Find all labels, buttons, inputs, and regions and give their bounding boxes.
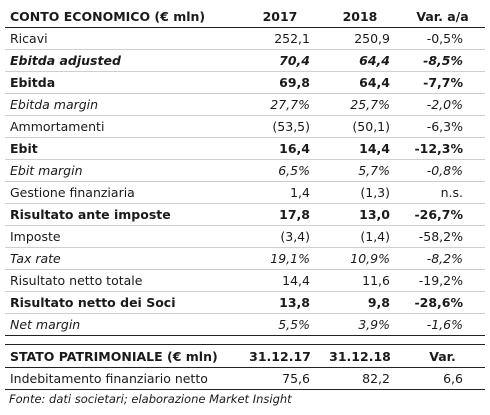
income-header-title: CONTO ECONOMICO (€ mln) — [5, 5, 240, 28]
value-change: -8,5% — [400, 49, 485, 72]
row-label: Indebitamento finanziario netto — [5, 367, 240, 390]
table-row: Risultato ante imposte 17,8 13,0 -26,7% — [5, 203, 485, 226]
row-label: Risultato netto dei Soci — [5, 291, 240, 314]
table-row: Ebitda margin 27,7% 25,7% -2,0% — [5, 93, 485, 116]
table-row: Ebit margin 6,5% 5,7% -0,8% — [5, 159, 485, 182]
balance-header-title: STATO PATRIMONIALE (€ mln) — [5, 344, 240, 368]
value-second: 9,8 — [320, 291, 400, 314]
value-first: 1,4 — [240, 181, 320, 204]
balance-header-row: STATO PATRIMONIALE (€ mln) 31.12.17 31.1… — [5, 344, 485, 368]
income-header-2018: 2018 — [320, 5, 400, 28]
value-first: 19,1% — [240, 247, 320, 270]
value-change: -1,6% — [400, 313, 485, 336]
row-label: Ricavi — [5, 27, 240, 50]
value-second: (50,1) — [320, 115, 400, 138]
balance-header-var: Var. — [400, 344, 485, 368]
table-row: Ebitda 69,8 64,4 -7,7% — [5, 71, 485, 94]
table-row: Net margin 5,5% 3,9% -1,6% — [5, 313, 485, 336]
value-change: n.s. — [400, 181, 485, 204]
value-first: 6,5% — [240, 159, 320, 182]
value-change: -7,7% — [400, 71, 485, 94]
value-change: -58,2% — [400, 225, 485, 248]
value-first: 16,4 — [240, 137, 320, 160]
income-body: Ricavi 252,1 250,9 -0,5% Ebitda adjusted 70,4… — [5, 27, 485, 336]
income-statement-table: CONTO ECONOMICO (€ mln) 2017 2018 Var. a… — [5, 5, 485, 336]
income-header-2017: 2017 — [240, 5, 320, 28]
row-label: Ammortamenti — [5, 115, 240, 138]
row-label: Risultato ante imposte — [5, 203, 240, 226]
table-row: Ebit 16,4 14,4 -12,3% — [5, 137, 485, 160]
table-row: Risultato netto dei Soci 13,8 9,8 -28,6% — [5, 291, 485, 314]
value-change: -0,8% — [400, 159, 485, 182]
row-label: Imposte — [5, 225, 240, 248]
row-label: Ebitda adjusted — [5, 49, 240, 72]
table-row: Gestione finanziaria 1,4 (1,3) n.s. — [5, 181, 485, 204]
balance-header-2018: 31.12.18 — [320, 344, 400, 368]
value-second: 14,4 — [320, 137, 400, 160]
row-label: Ebit — [5, 137, 240, 160]
row-label: Ebit margin — [5, 159, 240, 182]
row-label: Risultato netto totale — [5, 269, 240, 292]
value-change: -12,3% — [400, 137, 485, 160]
value-first: 17,8 — [240, 203, 320, 226]
value-second: (1,3) — [320, 181, 400, 204]
value-change: -19,2% — [400, 269, 485, 292]
value-first: 69,8 — [240, 71, 320, 94]
table-row: Ebitda adjusted 70,4 64,4 -8,5% — [5, 49, 485, 72]
table-row: Risultato netto totale 14,4 11,6 -19,2% — [5, 269, 485, 292]
row-label: Net margin — [5, 313, 240, 336]
value-second: 250,9 — [320, 27, 400, 50]
table-row: Indebitamento finanziario netto 75,6 82,2 6… — [5, 367, 485, 390]
table-row: Imposte (3,4) (1,4) -58,2% — [5, 225, 485, 248]
value-first: 13,8 — [240, 291, 320, 314]
value-change: -8,2% — [400, 247, 485, 270]
table-row: Ricavi 252,1 250,9 -0,5% — [5, 27, 485, 50]
table-row: Tax rate 19,1% 10,9% -8,2% — [5, 247, 485, 270]
row-label: Gestione finanziaria — [5, 181, 240, 204]
value-first: 14,4 — [240, 269, 320, 292]
value-change: -2,0% — [400, 93, 485, 116]
value-second: 10,9% — [320, 247, 400, 270]
value-change: -28,6% — [400, 291, 485, 314]
value-first: 5,5% — [240, 313, 320, 336]
value-second: 82,2 — [320, 367, 400, 390]
table-row: Ammortamenti (53,5) (50,1) -6,3% — [5, 115, 485, 138]
balance-header-2017: 31.12.17 — [240, 344, 320, 368]
row-label: Ebitda margin — [5, 93, 240, 116]
value-second: 11,6 — [320, 269, 400, 292]
value-change: -26,7% — [400, 203, 485, 226]
income-header-row: CONTO ECONOMICO (€ mln) 2017 2018 Var. a… — [5, 5, 485, 28]
income-header-var: Var. a/a — [400, 5, 485, 28]
value-change: -0,5% — [400, 27, 485, 50]
value-first: 70,4 — [240, 49, 320, 72]
value-first: 75,6 — [240, 367, 320, 390]
value-first: 252,1 — [240, 27, 320, 50]
row-label: Tax rate — [5, 247, 240, 270]
value-second: 3,9% — [320, 313, 400, 336]
value-first: (3,4) — [240, 225, 320, 248]
value-second: (1,4) — [320, 225, 400, 248]
value-second: 64,4 — [320, 71, 400, 94]
value-second: 5,7% — [320, 159, 400, 182]
value-second: 64,4 — [320, 49, 400, 72]
value-first: (53,5) — [240, 115, 320, 138]
row-label: Ebitda — [5, 71, 240, 94]
balance-sheet-table: STATO PATRIMONIALE (€ mln) 31.12.17 31.1… — [5, 344, 485, 390]
value-second: 25,7% — [320, 93, 400, 116]
source-note: Fonte: dati societari; elaborazione Mark… — [9, 392, 292, 406]
value-change: -6,3% — [400, 115, 485, 138]
value-first: 27,7% — [240, 93, 320, 116]
value-change: 6,6 — [400, 367, 485, 390]
balance-body: Indebitamento finanziario netto 75,6 82,2 6… — [5, 367, 485, 390]
value-second: 13,0 — [320, 203, 400, 226]
